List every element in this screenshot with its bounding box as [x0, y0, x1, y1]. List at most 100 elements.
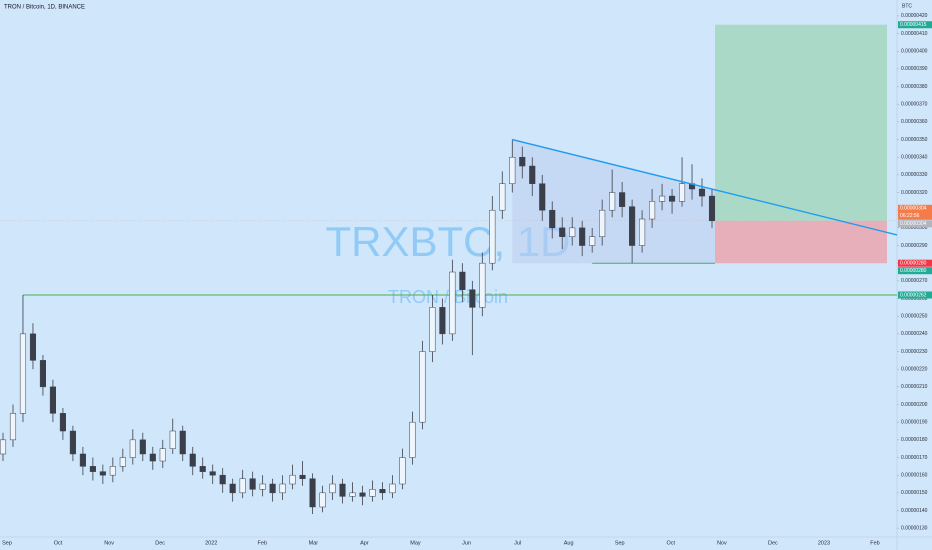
- candle-body: [79, 453, 86, 467]
- y-tick-label: 0.00000380: [901, 84, 928, 90]
- y-tick-label: 0.00000360: [901, 119, 928, 125]
- y-tick-label: 0.00000370: [901, 102, 928, 108]
- y-tick-label: 0.00000250: [901, 314, 928, 320]
- candle-body: [649, 201, 656, 220]
- y-tick-label: 0.00000350: [901, 137, 928, 143]
- candle-body: [639, 218, 646, 246]
- candle-body: [229, 483, 236, 494]
- candle-body: [119, 457, 126, 467]
- candle-body: [19, 333, 27, 414]
- candle-body: [619, 192, 626, 207]
- candle-body: [319, 492, 326, 508]
- watermark-subtitle: TRON / Bitcoin: [388, 287, 508, 307]
- candle-body: [469, 289, 476, 308]
- candle-body: [429, 307, 436, 352]
- x-tick-label: 2023: [818, 540, 830, 546]
- target-zone: [715, 24, 887, 221]
- price-label-box: [898, 21, 932, 29]
- y-tick-label: 0.00000260: [901, 296, 928, 302]
- candle-body: [599, 209, 606, 237]
- price-label: 0.00000304: [900, 221, 927, 227]
- candle-body: [359, 492, 366, 497]
- candle-body: [379, 489, 386, 494]
- price-label: 0.00000262: [900, 292, 927, 298]
- candle-body: [708, 195, 716, 222]
- candle-body: [209, 471, 216, 476]
- price-label: 0.00000304: [900, 206, 927, 212]
- candle-body: [559, 227, 566, 237]
- price-label: 0.00000280: [900, 268, 927, 274]
- y-tick-label: 0.00000220: [901, 367, 928, 373]
- candle-body: [669, 195, 676, 202]
- y-tick-label: 0.00000140: [901, 508, 928, 514]
- x-tick-label: Nov: [717, 540, 727, 546]
- x-tick-label: Dec: [768, 540, 778, 546]
- price-label-box: [898, 291, 932, 299]
- y-tick-label: 0.00000160: [901, 473, 928, 479]
- y-tick-label: 0.00000170: [901, 455, 928, 461]
- candle-body: [349, 492, 356, 497]
- candle-body: [399, 457, 406, 485]
- x-tick-label: Jun: [462, 540, 471, 546]
- price-label: 0.00000280: [900, 261, 927, 267]
- chart-title: TRON / Bitcoin, 1D, BINANCE: [4, 5, 85, 11]
- candle-body: [569, 227, 576, 237]
- x-tick-label: Sep: [2, 540, 12, 546]
- y-tick-label: 0.00000270: [901, 278, 928, 284]
- candle-body: [678, 183, 686, 202]
- candle-body: [698, 188, 706, 197]
- candle-body: [179, 430, 186, 455]
- y-tick-label: 0.00000340: [901, 155, 928, 161]
- y-tick-label: 0.00000400: [901, 49, 928, 55]
- candle-body: [519, 156, 526, 167]
- candle-body: [549, 209, 556, 229]
- y-tick-label: 0.00000200: [901, 402, 928, 408]
- y-tick-label: 0.00000190: [901, 420, 928, 426]
- candle-body: [39, 360, 46, 388]
- x-tick-label: Mar: [309, 540, 319, 546]
- x-tick-label: May: [410, 540, 421, 546]
- y-tick-label: 0.00000300: [901, 225, 928, 231]
- candle-body: [169, 430, 176, 449]
- trendline: [512, 138, 898, 236]
- y-tick-label: 0.00000330: [901, 172, 928, 178]
- y-tick-label: 0.00000150: [901, 490, 928, 496]
- x-tick-label: Sep: [615, 540, 625, 546]
- y-tick-label: 0.00000320: [901, 190, 928, 196]
- x-tick-label: Oct: [666, 540, 675, 546]
- candle-body: [189, 453, 196, 467]
- candle-body: [109, 466, 116, 476]
- candle-body: [129, 439, 136, 458]
- price-label-box: [898, 267, 932, 275]
- candle-body: [289, 474, 296, 485]
- candle-body: [499, 183, 506, 211]
- candle-body: [159, 448, 166, 462]
- x-tick-label: Nov: [104, 540, 114, 546]
- candle-body: [299, 474, 306, 479]
- y-tick-label: 0.00000410: [901, 31, 928, 37]
- candle-body: [339, 483, 346, 497]
- y-tick-label: 0.00000240: [901, 331, 928, 337]
- y-tick-label: 0.00000290: [901, 243, 928, 249]
- axis-unit: BTC: [902, 3, 912, 9]
- candle-body: [629, 206, 636, 246]
- candle-body: [539, 183, 546, 211]
- y-tick-label: 0.00000230: [901, 349, 928, 355]
- price-label-box: [898, 259, 932, 267]
- candle-body: [609, 192, 616, 211]
- candle-body: [239, 478, 246, 494]
- candle-body: [99, 471, 106, 476]
- x-tick-label: Aug: [564, 540, 574, 546]
- candle-body: [249, 478, 256, 490]
- candle-body: [9, 413, 17, 441]
- candle-body: [389, 483, 396, 494]
- candle-body: [29, 333, 37, 361]
- y-tick-label: 0.00000130: [901, 525, 928, 531]
- candle-body: [369, 489, 376, 497]
- candle-body: [579, 227, 586, 246]
- x-tick-label: Feb: [870, 540, 879, 546]
- x-tick-label: Jul: [514, 540, 521, 546]
- y-tick-label: 0.00000390: [901, 66, 928, 72]
- candle-body: [69, 430, 76, 455]
